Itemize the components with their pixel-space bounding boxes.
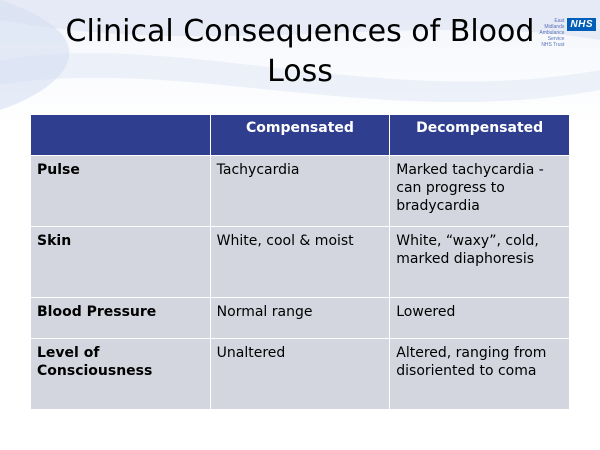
logo-org-text: East Midlands Ambulance Service NHS Trus… xyxy=(539,18,565,48)
compensated-cell: Unaltered xyxy=(209,338,391,410)
decompensated-cell: Marked tachycardia - can progress to bra… xyxy=(389,155,570,227)
header-decompensated: Decompensated xyxy=(389,114,570,156)
slide-title: Clinical Consequences of Blood Loss xyxy=(65,14,535,89)
table-row: Level of Consciousness Unaltered Altered… xyxy=(30,338,570,410)
table-header-row: Compensated Decompensated xyxy=(30,114,570,156)
header-compensated: Compensated xyxy=(209,114,391,156)
compensated-cell: White, cool & moist xyxy=(209,226,391,298)
table-row: Pulse Tachycardia Marked tachycardia - c… xyxy=(30,155,570,227)
compensated-cell: Tachycardia xyxy=(209,155,391,227)
row-label: Level of Consciousness xyxy=(30,338,211,410)
compensated-cell: Normal range xyxy=(209,297,391,339)
nhs-logo: East Midlands Ambulance Service NHS Trus… xyxy=(536,18,596,48)
row-label: Skin xyxy=(30,226,211,298)
nhs-badge: NHS xyxy=(567,18,596,31)
table-row: Skin White, cool & moist White, “waxy”, … xyxy=(30,226,570,298)
header-empty xyxy=(30,114,211,156)
row-label: Blood Pressure xyxy=(30,297,211,339)
decompensated-cell: White, “waxy”, cold, marked diaphoresis xyxy=(389,226,570,298)
table-row: Blood Pressure Normal range Lowered xyxy=(30,297,570,339)
decompensated-cell: Lowered xyxy=(389,297,570,339)
row-label: Pulse xyxy=(30,155,211,227)
comparison-table: Compensated Decompensated Pulse Tachycar… xyxy=(30,114,570,410)
decompensated-cell: Altered, ranging from disoriented to com… xyxy=(389,338,570,410)
